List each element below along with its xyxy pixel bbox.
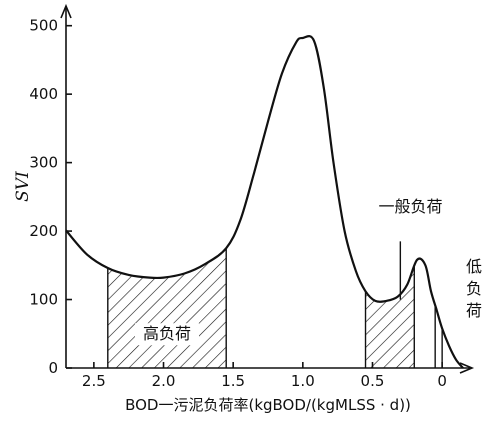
x-tick-label: 1.5 [221,372,245,390]
y-axis-arrow [60,3,72,19]
x-tick-label: 0.5 [361,372,385,390]
y-axis-label: SVI [13,171,33,202]
y-tick-label: 500 [29,17,58,35]
region-label-normal: 一般负荷 [378,197,442,216]
region-label-bg [135,323,199,346]
axes-layer: 0 100 200 300 400 500 2.5 2.0 1.5 1.0 0.5 0 [29,3,475,390]
region-label-high: 高负荷 [143,324,191,343]
x-axis-label: BOD一污泥负荷率(kgBOD/(kgMLSS · d)) [125,396,411,414]
x-tick-label: 1.0 [291,372,315,390]
region-fill [107,248,227,368]
labels-layer: SVI BOD一污泥负荷率(kgBOD/(kgMLSS · d)) 高负荷 一般负荷低… [13,171,482,414]
x-tick-label: 2.5 [82,372,106,390]
region-label-low: 负 [466,279,482,298]
region-label-low: 荷 [466,301,482,320]
regions-layer [107,248,443,368]
x-tick-label: 0 [437,372,447,390]
y-tick-label: 400 [29,85,58,103]
y-tick-label: 200 [29,222,58,240]
y-tick-label: 100 [29,291,58,309]
curve-layer [65,35,464,369]
region-fill [365,266,415,368]
x-axis-arrow [459,362,475,374]
y-tick-label: 0 [48,359,58,377]
region-label-low: 低 [466,257,482,276]
x-tick-label: 2.0 [152,372,176,390]
y-tick-label: 300 [29,154,58,172]
svi-curve [65,35,464,369]
